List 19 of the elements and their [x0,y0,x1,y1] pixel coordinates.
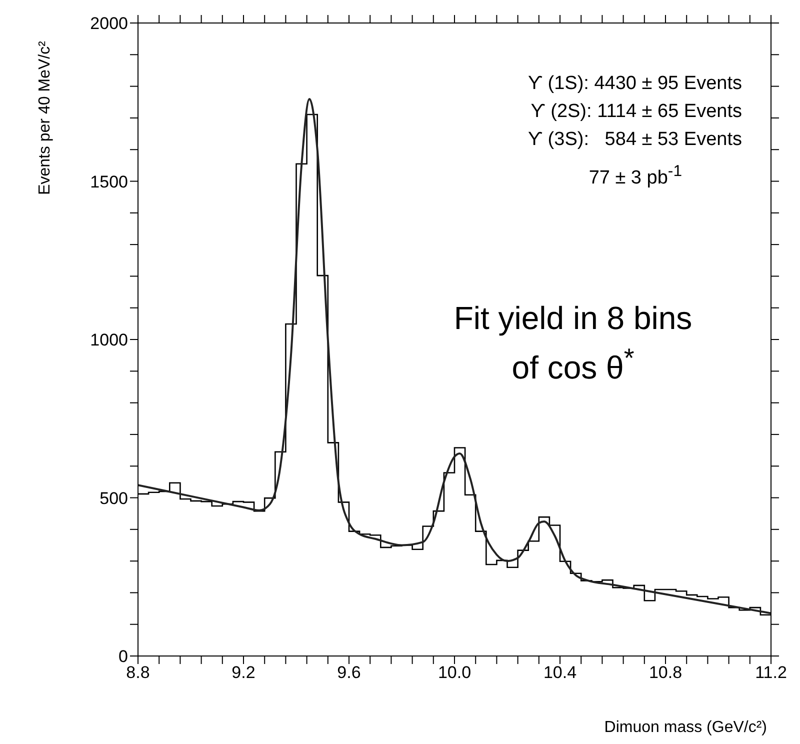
y-tick-label: 0 [118,647,128,666]
x-tick-label: 8.8 [126,663,150,682]
x-tick-label: 9.2 [232,663,256,682]
annotation: ϒ (3S): 584 ± 53 Events [528,128,742,152]
x-axis-title: Dimuon mass (GeV/c²) [604,719,767,736]
x-tick-label: 11.2 [755,663,787,682]
y-tick-label: 1500 [90,172,128,192]
y-tick-label: 1000 [90,330,128,350]
x-tick-label: 10.4 [543,663,577,682]
y-tick-label: 2000 [90,14,128,34]
annotation: ϒ (2S): 1114 ± 65 Events [530,100,742,124]
y-axis-title: Events per 40 MeV/c² [36,40,54,195]
y-tick-label: 500 [100,488,128,508]
annotation: ϒ (1S): 4430 ± 95 Events [528,72,742,96]
x-tick-label: 9.6 [337,663,361,682]
x-tick-label: 10.8 [648,663,682,682]
annotation: 77 ± 3 pb$^{-1}$ [588,162,682,190]
x-tick-label: 10.0 [438,663,472,682]
annotation: Fit yield in 8 bins of cos θ$^{*}$ [452,299,694,388]
